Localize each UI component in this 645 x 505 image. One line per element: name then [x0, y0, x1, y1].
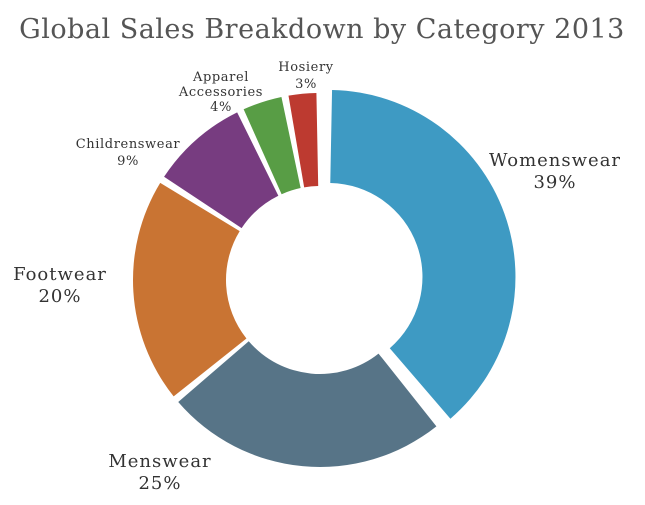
label-name-childrenswear: Childrenswear [76, 137, 181, 152]
label-value-hosiery: 3% [295, 77, 317, 92]
label-name-menswear: Menswear [108, 451, 211, 472]
label-footwear: Footwear 20% [13, 264, 107, 307]
label-value-womenswear: 39% [533, 172, 576, 193]
label-value-menswear: 25% [138, 473, 181, 494]
slice-hosiery [288, 93, 319, 188]
slice-apparel-accessories [243, 97, 301, 195]
slice-labels: Womenswear 39% Menswear 25% Footwear 20% Child… [13, 60, 621, 494]
slice-footwear [132, 182, 247, 397]
label-childrenswear: Childrenswear 9% [76, 137, 181, 169]
slice-menswear [178, 341, 437, 468]
label-hosiery: Hosiery 3% [278, 60, 334, 92]
label-menswear: Menswear 25% [108, 451, 211, 494]
chart-title: Global Sales Breakdown by Category 2013 [19, 14, 625, 45]
donut-slices [132, 89, 516, 468]
label-value-apparel-accessories: 4% [210, 100, 232, 115]
label-name-womenswear: Womenswear [489, 150, 621, 171]
label-name-apparel-accessories-1: Apparel [192, 70, 249, 85]
label-womenswear: Womenswear 39% [489, 150, 621, 193]
label-name-footwear: Footwear [13, 264, 107, 285]
label-apparel-accessories: Apparel Accessories 4% [178, 70, 263, 115]
slice-womenswear [330, 89, 516, 419]
label-value-footwear: 20% [38, 286, 81, 307]
label-name-hosiery: Hosiery [278, 60, 334, 75]
slice-childrenswear [164, 112, 279, 229]
label-value-childrenswear: 9% [117, 154, 139, 169]
label-name-apparel-accessories-2: Accessories [178, 85, 263, 100]
